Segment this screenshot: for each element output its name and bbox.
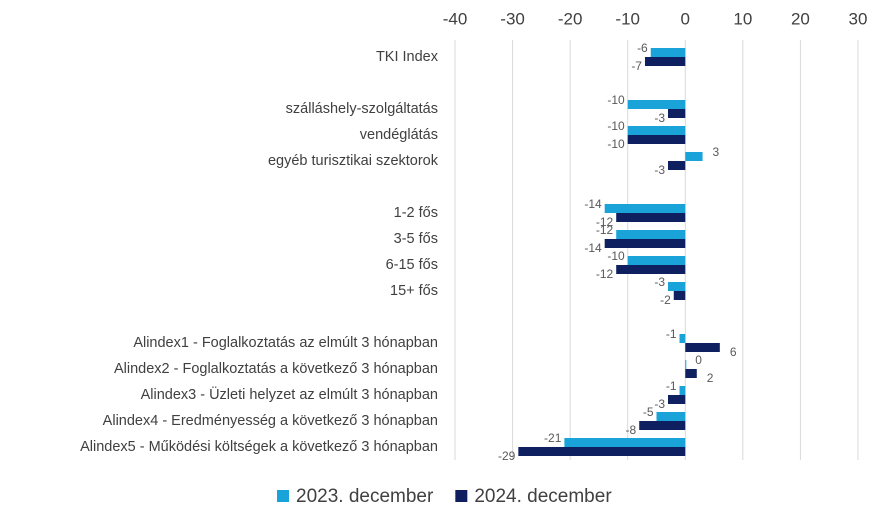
value-label: -10 bbox=[607, 93, 625, 107]
category-label: egyéb turisztikai szektorok bbox=[268, 153, 439, 169]
bar bbox=[627, 100, 686, 109]
bar bbox=[685, 360, 687, 369]
bar bbox=[627, 135, 686, 144]
bar bbox=[518, 447, 686, 456]
category-label: vendéglátás bbox=[360, 127, 438, 143]
value-label: -3 bbox=[654, 163, 665, 177]
value-label: 0 bbox=[695, 353, 702, 367]
x-tick-label: -40 bbox=[443, 9, 468, 28]
bar bbox=[679, 386, 686, 395]
value-label: -14 bbox=[584, 197, 602, 211]
value-label: -10 bbox=[607, 249, 625, 263]
value-label: -12 bbox=[596, 223, 614, 237]
value-label: -12 bbox=[596, 215, 614, 229]
value-label: -8 bbox=[626, 423, 637, 437]
bar bbox=[668, 282, 686, 291]
value-label: -5 bbox=[643, 405, 654, 419]
value-label: -12 bbox=[596, 267, 614, 281]
bar bbox=[627, 256, 686, 265]
bar bbox=[668, 395, 686, 404]
category-label: szálláshely-szolgáltatás bbox=[286, 101, 438, 117]
category-label: Alindex4 - Eredményesség a következő 3 h… bbox=[103, 413, 438, 429]
value-label: -3 bbox=[654, 397, 665, 411]
value-label: -2 bbox=[660, 293, 671, 307]
category-label: Alindex1 - Foglalkoztatás az elmúlt 3 hó… bbox=[133, 335, 438, 351]
legend-swatch bbox=[455, 490, 468, 502]
category-label: TKI Index bbox=[376, 49, 439, 65]
x-tick-label: 0 bbox=[681, 9, 690, 28]
bar bbox=[685, 343, 720, 352]
value-label: -10 bbox=[607, 119, 625, 133]
category-label: Alindex2 - Foglalkoztatás a következő 3 … bbox=[114, 361, 438, 377]
x-tick-label: -30 bbox=[500, 9, 525, 28]
x-tick-label: 30 bbox=[849, 9, 868, 28]
category-label: 15+ fős bbox=[390, 283, 438, 299]
value-label: -29 bbox=[498, 449, 516, 463]
legend-label: 2023. december bbox=[296, 486, 434, 507]
value-label: 2 bbox=[707, 371, 714, 385]
x-tick-label: 20 bbox=[791, 9, 810, 28]
bar bbox=[668, 161, 686, 170]
value-label: -14 bbox=[584, 241, 602, 255]
bar bbox=[604, 204, 686, 213]
value-label: -3 bbox=[654, 111, 665, 125]
value-label: -6 bbox=[637, 41, 648, 55]
bar bbox=[673, 291, 686, 300]
x-tick-label: -20 bbox=[558, 9, 583, 28]
bar bbox=[616, 265, 686, 274]
legend-label: 2024. december bbox=[474, 486, 612, 507]
category-label: 6-15 fős bbox=[386, 257, 438, 273]
value-label: -1 bbox=[666, 379, 677, 393]
bar bbox=[679, 334, 686, 343]
bar bbox=[616, 230, 686, 239]
value-label: 6 bbox=[730, 345, 737, 359]
x-tick-label: 10 bbox=[733, 9, 752, 28]
category-label: Alindex5 - Működési költségek a következ… bbox=[80, 439, 438, 455]
bar bbox=[656, 412, 686, 421]
category-label: Alindex3 - Üzleti helyzet az elmúlt 3 hó… bbox=[141, 385, 438, 403]
bar bbox=[564, 438, 686, 447]
category-label: 1-2 fős bbox=[394, 205, 438, 221]
value-label: -10 bbox=[607, 137, 625, 151]
value-label: -7 bbox=[631, 59, 642, 73]
category-label: 3-5 fős bbox=[394, 231, 438, 247]
bar bbox=[644, 57, 686, 66]
bar bbox=[685, 152, 703, 161]
bar bbox=[668, 109, 686, 118]
value-label: -1 bbox=[666, 327, 677, 341]
bar bbox=[604, 239, 686, 248]
bar bbox=[616, 213, 686, 222]
value-label: -21 bbox=[544, 431, 562, 445]
bar bbox=[639, 421, 686, 430]
x-tick-label: -10 bbox=[615, 9, 640, 28]
legend-swatch bbox=[277, 490, 289, 502]
value-label: -3 bbox=[654, 275, 665, 289]
value-label: 3 bbox=[713, 145, 720, 159]
bar bbox=[685, 369, 697, 378]
bar bbox=[650, 48, 686, 57]
bar bbox=[627, 126, 686, 135]
